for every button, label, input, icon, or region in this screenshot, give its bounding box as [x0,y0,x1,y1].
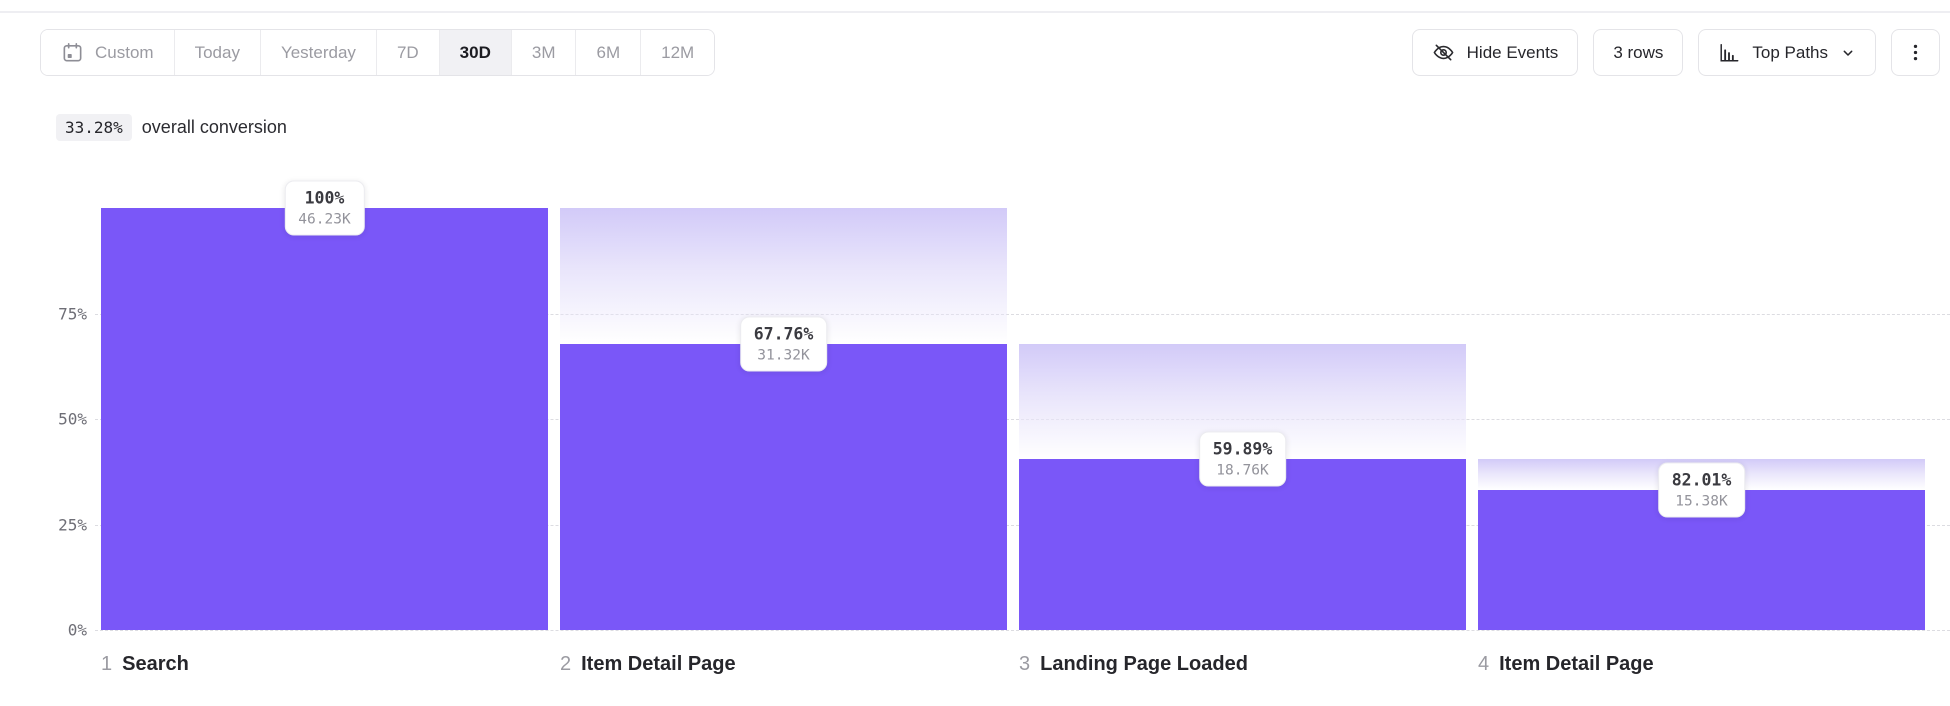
bar-value-label: 82.01% 15.38K [1657,462,1746,518]
hide-events-label: Hide Events [1466,42,1559,62]
date-range-12m[interactable]: 12M [640,30,715,75]
step-number: 4 [1478,653,1490,675]
date-range-custom[interactable]: Custom [41,30,174,75]
rows-button[interactable]: 3 rows [1593,29,1684,76]
conversion-pct: 82.01% [1671,470,1732,490]
conversion-pct: 100% [304,188,345,208]
step-number: 1 [101,653,113,675]
date-range-7d[interactable]: 7D [375,30,439,75]
top-paths-label: Top Paths [1752,42,1828,62]
bar-value-label: 100% 46.23K [284,180,365,236]
date-range-6m[interactable]: 6M [575,30,641,75]
date-range-label: 30D [459,42,491,62]
step-name: Search [122,653,189,675]
step-count: 18.76K [1216,462,1269,479]
toolbar-actions: Hide Events 3 rows Top Paths [1411,29,1940,76]
date-range-30d[interactable]: 30D [438,30,511,75]
chevron-down-icon [1840,45,1856,61]
y-axis-tick: 50% [58,409,87,429]
step-number: 3 [1019,653,1031,675]
step-label-3: 3 Landing Page Loaded [1019,653,1248,676]
date-range-label: Yesterday [280,42,356,62]
step-name: Landing Page Loaded [1040,653,1248,675]
funnel-bar-1[interactable] [101,208,548,630]
step-name: Item Detail Page [1499,653,1654,675]
funnel-bar-2[interactable] [560,344,1007,630]
step-number: 2 [560,653,572,675]
top-divider [0,11,1950,13]
y-axis-tick: 25% [58,515,87,534]
bar-value-label: 67.76% 31.32K [739,316,828,372]
date-range-picker: Custom Today Yesterday 7D 30D 3M 6M 12M [40,29,716,76]
step-label-4: 4 Item Detail Page [1478,653,1654,676]
overall-conversion-value: 33.28% [56,114,132,141]
date-range-label: 3M [531,42,556,62]
more-options-button[interactable] [1891,29,1940,76]
step-count: 31.32K [757,347,810,364]
top-paths-button[interactable]: Top Paths [1698,29,1876,76]
step-label-1: 1 Search [101,653,189,676]
step-name: Item Detail Page [581,653,736,675]
calendar-icon [61,41,84,64]
date-range-label: 6M [596,42,621,62]
date-range-yesterday[interactable]: Yesterday [259,30,376,75]
kebab-vertical-icon [1905,42,1926,63]
date-range-label: Today [194,42,240,62]
toolbar: Custom Today Yesterday 7D 30D 3M 6M 12M Hide Ev… [40,29,1940,76]
y-axis-tick: 0% [67,620,87,640]
y-axis-tick: 75% [58,304,87,323]
bar-value-label: 59.89% 18.76K [1198,431,1287,487]
gridline-75% [95,313,1950,315]
overall-conversion-text: overall conversion [141,117,287,137]
date-range-label: 7D [396,42,419,62]
step-label-2: 2 Item Detail Page [560,653,736,676]
step-count: 15.38K [1675,493,1728,510]
date-range-3m[interactable]: 3M [510,30,576,75]
date-range-label: 12M [661,42,695,62]
conversion-pct: 59.89% [1212,439,1273,459]
hide-events-button[interactable]: Hide Events [1411,29,1579,76]
gridline-0% [95,630,1950,631]
funnel-bar-3[interactable] [1019,458,1466,630]
overall-conversion: 33.28% overall conversion [56,114,287,141]
date-range-today[interactable]: Today [173,30,260,75]
conversion-pct: 67.76% [753,324,814,344]
step-count: 46.23K [298,211,351,228]
rows-label: 3 rows [1613,42,1664,62]
bar-chart-icon [1718,42,1740,64]
eye-off-icon [1432,41,1455,64]
date-range-label: Custom [95,42,154,62]
